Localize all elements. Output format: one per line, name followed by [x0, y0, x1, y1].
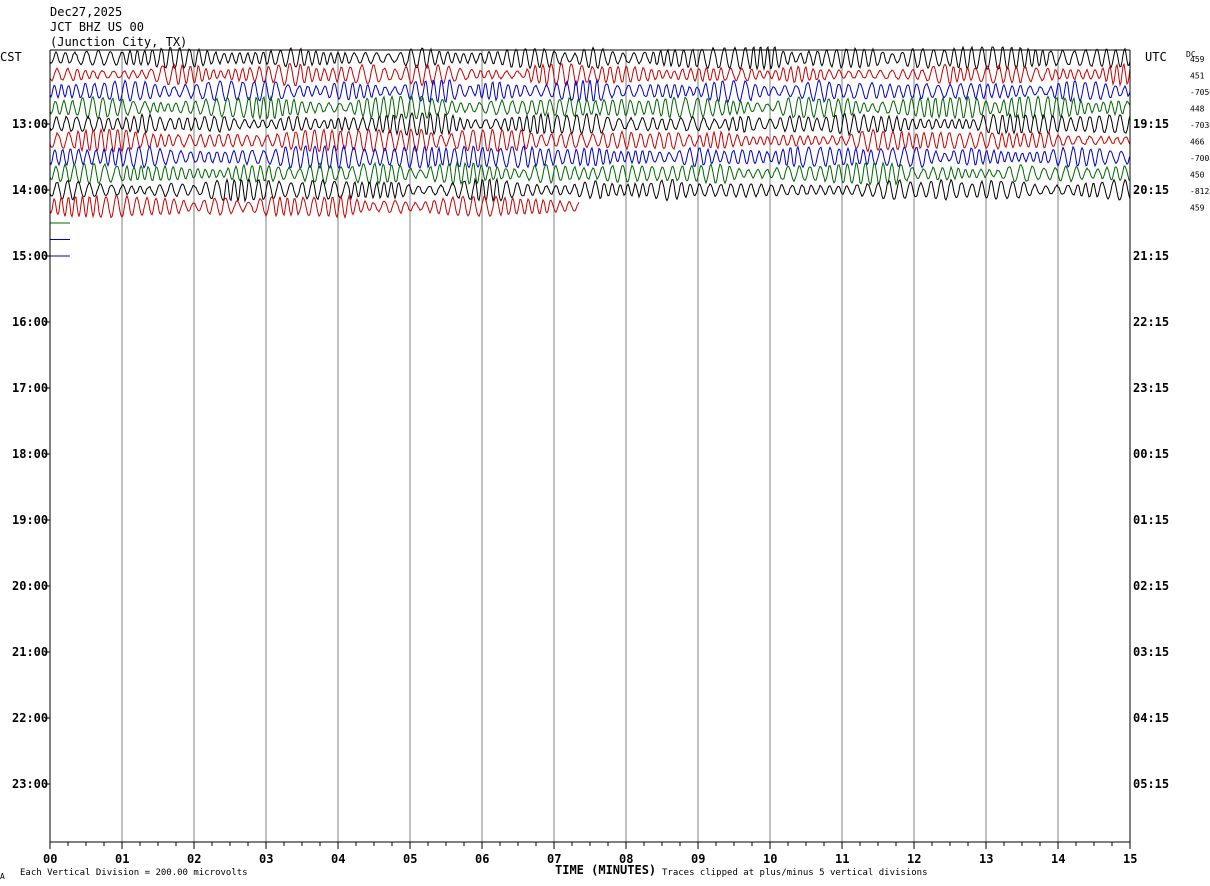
left-hour-label: 13:00 [12, 117, 48, 131]
dc-value: -8128 [1190, 187, 1210, 196]
x-tick-label-07: 07 [547, 852, 561, 866]
left-hour-label: 16:00 [12, 315, 48, 329]
trace-line-6 [49, 144, 1131, 170]
x-tick-label-05: 05 [403, 852, 417, 866]
x-tick-label-10: 10 [763, 852, 777, 866]
x-tick-label-12: 12 [907, 852, 921, 866]
right-hour-label: 02:15 [1133, 579, 1169, 593]
x-tick-label-11: 11 [835, 852, 849, 866]
left-hour-label: 23:00 [12, 777, 48, 791]
trace-line-5 [49, 127, 1131, 153]
dc-value: 451 [1190, 72, 1205, 81]
trace-line-2 [49, 78, 1131, 104]
x-axis-title: TIME (MINUTES) [555, 863, 656, 877]
minute-gridlines [121, 50, 1059, 842]
trace-line-7 [49, 160, 1131, 186]
right-hour-label: 00:15 [1133, 447, 1169, 461]
x-axis-ticks: 00 01 02 03 04 05 06 07 08 09 10 11 12 13 14 15 [43, 842, 1137, 866]
dc-value: -7036 [1190, 121, 1210, 130]
dc-value: -7008 [1190, 154, 1210, 163]
dc-value: 459 [1190, 55, 1205, 64]
utc-label: UTC [1145, 50, 1167, 64]
x-tick-label-14: 14 [1051, 852, 1065, 866]
right-hour-label: 21:15 [1133, 249, 1169, 263]
left-hour-label: 20:00 [12, 579, 48, 593]
left-hour-label: 19:00 [12, 513, 48, 527]
x-tick-label-15: 15 [1123, 852, 1137, 866]
x-tick-label-01: 01 [115, 852, 129, 866]
trace-line-0 [49, 45, 1131, 71]
left-hour-label: 17:00 [12, 381, 48, 395]
left-hour-label: 22:00 [12, 711, 48, 725]
right-hour-label: 23:15 [1133, 381, 1169, 395]
left-hour-label: 15:00 [12, 249, 48, 263]
x-tick-label-08: 08 [619, 852, 633, 866]
trace-line-4 [49, 111, 1131, 137]
x-tick-label-04: 04 [331, 852, 345, 866]
station-label: JCT BHZ US 00 [50, 20, 144, 34]
x-tick-label-06: 06 [475, 852, 489, 866]
x-tick-label-03: 03 [259, 852, 273, 866]
dc-values: 459 451 -7056 448 -7036 466 -7008 450 -8128 459 [1190, 55, 1210, 213]
dc-value: 448 [1190, 105, 1205, 114]
x-tick-label-00: 00 [43, 852, 57, 866]
location-label: (Junction City, TX) [50, 35, 187, 49]
trace-line-9 [49, 194, 580, 220]
x-tick-label-13: 13 [979, 852, 993, 866]
right-hour-label: 20:15 [1133, 183, 1169, 197]
x-tick-label-09: 09 [691, 852, 705, 866]
left-hour-label: 18:00 [12, 447, 48, 461]
right-hour-label: 05:15 [1133, 777, 1169, 791]
right-hour-label: 04:15 [1133, 711, 1169, 725]
dc-value: 459 [1190, 204, 1205, 213]
clip-note: Traces clipped at plus/minus 5 vertical … [662, 868, 928, 878]
hour-labels: 13:00 14:00 15:00 16:00 17:00 18:00 19:00 20:00… [12, 117, 1169, 791]
date-label: Dec27,2025 [50, 5, 122, 19]
right-hour-label: 01:15 [1133, 513, 1169, 527]
left-hour-label: 14:00 [12, 183, 48, 197]
scale-note: Each Vertical Division = 200.00 microvol… [20, 868, 248, 878]
dc-label: DC [1186, 50, 1196, 59]
trace-line-8 [49, 177, 1131, 203]
cst-label: CST [0, 50, 22, 64]
x-tick-label-02: 02 [187, 852, 201, 866]
seismic-traces [49, 45, 1131, 257]
left-hour-label: 21:00 [12, 645, 48, 659]
dc-value: 450 [1190, 171, 1205, 180]
dc-value: -7056 [1190, 88, 1210, 97]
corner-mark: A [0, 872, 5, 881]
trace-line-3 [49, 94, 1131, 121]
dc-value: 466 [1190, 138, 1205, 147]
right-hour-label: 03:15 [1133, 645, 1169, 659]
right-hour-label: 22:15 [1133, 315, 1169, 329]
right-hour-label: 19:15 [1133, 117, 1169, 131]
